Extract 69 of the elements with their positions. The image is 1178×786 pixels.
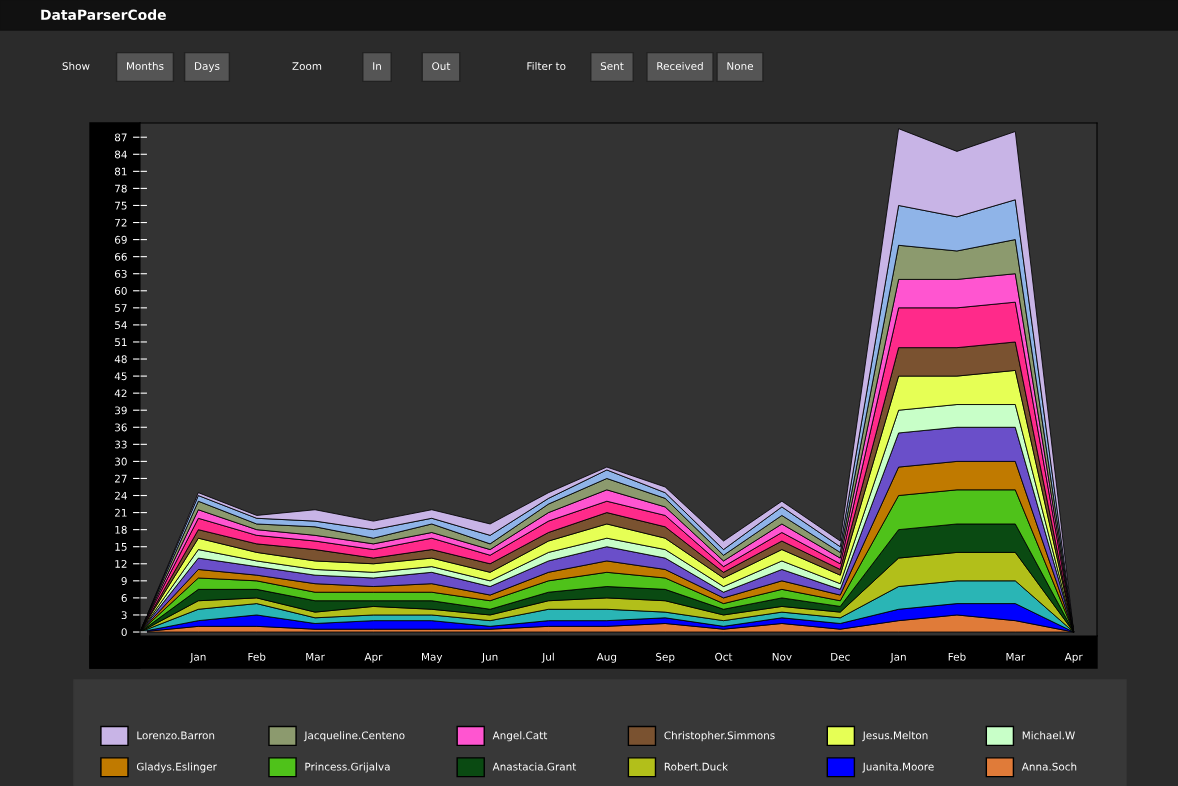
x-tick-label: Mar xyxy=(1006,652,1026,661)
legend-label: Lorenzo.Barron xyxy=(137,731,215,740)
y-tick-label: 51 xyxy=(115,338,127,347)
y-tick-label: 27 xyxy=(115,474,127,483)
legend-label: Anna.Soch xyxy=(1021,762,1077,771)
legend-label: Princess.Grijalva xyxy=(305,762,390,773)
y-tick-label: 87 xyxy=(114,133,127,142)
text: Received xyxy=(657,61,703,71)
x-tick-label: Aug xyxy=(596,652,617,663)
y-tick-label: 45 xyxy=(114,372,127,381)
legend-label: Gladys.Eslinger xyxy=(136,762,217,773)
y-tick-label: 3 xyxy=(121,611,127,620)
y-tick-label: 33 xyxy=(115,440,127,449)
x-tick-label: Jul xyxy=(541,652,554,663)
x-tick-label: Oct xyxy=(715,652,733,661)
text: Sent xyxy=(600,62,624,71)
y-tick-label: 81 xyxy=(114,167,127,176)
y-tick-label: 39 xyxy=(115,406,127,415)
y-tick-label: 72 xyxy=(115,218,127,227)
legend-label: Christopher.Simmons xyxy=(664,731,775,742)
y-tick-label: 42 xyxy=(114,389,127,398)
legend-label: Michael.W xyxy=(1022,731,1075,740)
y-tick-label: 18 xyxy=(115,525,127,534)
x-tick-label: Feb xyxy=(948,652,966,661)
text: Months xyxy=(126,61,164,71)
legend-label: Jacqueline.Centeno xyxy=(303,731,405,742)
text: Zoom xyxy=(292,62,322,71)
x-tick-label: Mar xyxy=(306,652,325,661)
text: None xyxy=(727,62,754,71)
legend-label: Angel.Catt xyxy=(492,731,548,742)
text: In xyxy=(373,62,381,70)
x-tick-label: Jan xyxy=(189,652,206,663)
y-tick-label: 12 xyxy=(115,560,127,568)
text: Out xyxy=(432,62,451,71)
y-tick-label: 9 xyxy=(121,577,127,585)
y-tick-label: 54 xyxy=(115,321,127,330)
y-tick-label: 75 xyxy=(115,201,127,210)
y-tick-label: 24 xyxy=(115,491,127,500)
y-tick-label: 6 xyxy=(121,594,127,602)
y-tick-label: 69 xyxy=(114,235,127,244)
y-tick-label: 63 xyxy=(114,269,127,278)
y-tick-label: 36 xyxy=(115,423,127,432)
text: Show xyxy=(62,61,90,71)
x-tick-label: Jun xyxy=(481,652,498,663)
x-tick-label: Dec xyxy=(831,652,850,661)
legend-label: Juanita.Moore xyxy=(862,762,934,773)
text: Days xyxy=(195,62,220,73)
y-tick-label: 60 xyxy=(114,287,127,295)
y-tick-label: 57 xyxy=(115,304,127,312)
y-tick-label: 21 xyxy=(115,508,127,517)
chart-title: DataParserCode xyxy=(41,9,166,21)
text: Filter to xyxy=(527,61,566,71)
x-tick-label: Feb xyxy=(248,652,266,661)
x-tick-label: Apr xyxy=(1064,652,1083,663)
y-tick-label: 15 xyxy=(115,543,127,551)
legend-label: Jesus.Melton xyxy=(862,731,928,742)
x-tick-label: Apr xyxy=(364,652,383,663)
legend-label: Robert.Duck xyxy=(664,762,729,771)
y-tick-label: 48 xyxy=(114,355,127,364)
y-tick-label: 0 xyxy=(121,628,127,637)
x-tick-label: Jan xyxy=(890,652,906,663)
legend-label: Anastacia.Grant xyxy=(492,762,577,771)
x-tick-label: May xyxy=(422,652,443,663)
y-tick-label: 66 xyxy=(114,252,127,261)
y-tick-label: 84 xyxy=(114,150,127,159)
x-tick-label: Nov xyxy=(772,652,792,661)
y-tick-label: 30 xyxy=(115,457,127,466)
y-tick-label: 78 xyxy=(115,184,127,193)
x-tick-label: Sep xyxy=(656,652,675,663)
